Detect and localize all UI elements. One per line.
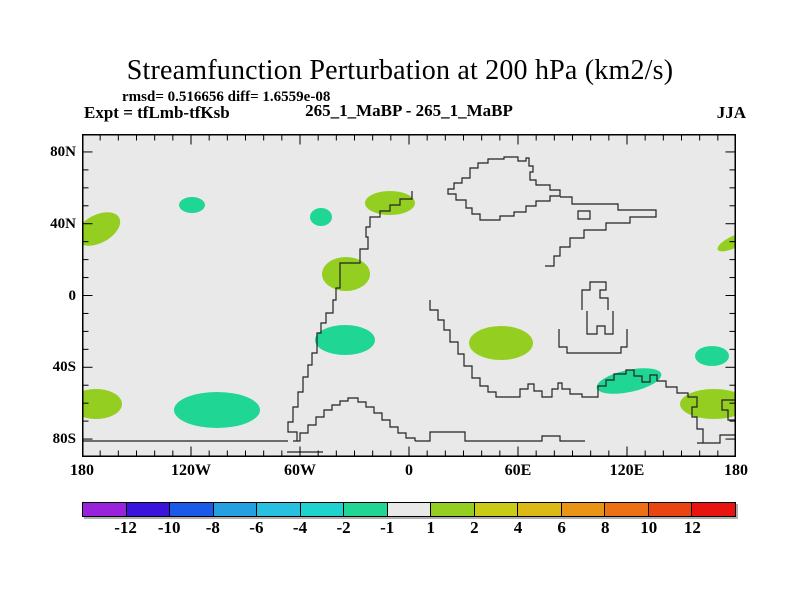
colorbar-tick-label: 6 bbox=[557, 518, 566, 537]
stats-line: rmsd= 0.516656 diff= 1.6559e-08 bbox=[122, 89, 331, 105]
y-axis-tick-label: 80N bbox=[50, 144, 76, 160]
colorbar-segment bbox=[604, 502, 649, 517]
colorbar bbox=[82, 502, 736, 517]
x-axis-tick-label: 180 bbox=[724, 462, 748, 479]
coastline-path bbox=[415, 431, 585, 442]
comparison-label: 265_1_MaBP - 265_1_MaBP bbox=[305, 101, 513, 120]
coastline-path bbox=[287, 191, 413, 441]
colorbar-segment bbox=[82, 502, 127, 517]
colorbar-segment bbox=[256, 502, 301, 517]
map-svg bbox=[82, 134, 736, 457]
coastline-path bbox=[293, 397, 416, 442]
anomaly-blob bbox=[322, 257, 370, 291]
colorbar-tick-label: 12 bbox=[683, 518, 701, 537]
coastline-path bbox=[586, 311, 614, 335]
coastline-path bbox=[697, 434, 736, 444]
colorbar-tick-label: 8 bbox=[600, 518, 610, 537]
coastline-path bbox=[577, 210, 591, 220]
x-axis-tick-label: 180 bbox=[70, 462, 94, 479]
coastline-path bbox=[447, 156, 561, 221]
y-axis-tick-label: 40N bbox=[50, 216, 76, 232]
colorbar-segment bbox=[691, 502, 736, 517]
colorbar-tick-label: -8 bbox=[205, 518, 220, 537]
plot-title: Streamfunction Perturbation at 200 hPa (… bbox=[126, 55, 674, 86]
y-axis-tick-label: 0 bbox=[68, 287, 77, 304]
colorbar-segment bbox=[560, 502, 606, 517]
anomaly-blob bbox=[82, 389, 122, 419]
colorbar-tick-label: 1 bbox=[426, 518, 436, 537]
colorbar-tick-label: -6 bbox=[249, 518, 264, 537]
colorbar-segment bbox=[386, 502, 432, 517]
y-axis-tick-label: 80S bbox=[52, 431, 76, 447]
colorbar-tick-label: -2 bbox=[336, 518, 351, 537]
anomaly-blob bbox=[695, 346, 729, 366]
anomaly-blob bbox=[596, 368, 662, 394]
experiment-label: Expt = tfLmb-tfKsb bbox=[84, 103, 230, 122]
colorbar-tick-label: -4 bbox=[292, 518, 308, 537]
y-axis-tick-label: 40S bbox=[52, 359, 76, 375]
map-frame bbox=[82, 134, 736, 457]
colorbar-tick-label: -12 bbox=[114, 518, 137, 537]
coastline-path bbox=[545, 196, 657, 267]
colorbar-segment bbox=[343, 502, 388, 517]
colorbar-segment bbox=[430, 502, 475, 517]
anomaly-blob bbox=[365, 191, 415, 215]
season-label: JJA bbox=[716, 103, 746, 122]
coastline-path bbox=[558, 329, 628, 354]
x-axis-tick-label: 120E bbox=[609, 462, 645, 479]
anomaly-blob bbox=[469, 326, 533, 360]
colorbar-tick-label: 2 bbox=[470, 518, 479, 537]
x-axis-tick-label: 60W bbox=[284, 462, 316, 479]
map-plot-area bbox=[82, 134, 736, 457]
anomaly-blob bbox=[310, 208, 332, 226]
coastline-path bbox=[721, 399, 736, 421]
colorbar-segment bbox=[125, 502, 171, 517]
coastline-path bbox=[429, 300, 704, 443]
colorbar-segment bbox=[473, 502, 519, 517]
colorbar-segment bbox=[212, 502, 258, 517]
anomaly-blob bbox=[174, 392, 260, 428]
x-axis-tick-label: 0 bbox=[405, 462, 413, 479]
colorbar-tick-label: 10 bbox=[640, 518, 658, 537]
colorbar-segment bbox=[299, 502, 345, 517]
colorbar-segment bbox=[647, 502, 693, 517]
anomaly-blob bbox=[315, 325, 375, 355]
colorbar-tick-label: 4 bbox=[513, 518, 523, 537]
colorbar-segment bbox=[517, 502, 562, 517]
colorbar-segment bbox=[169, 502, 214, 517]
x-axis-tick-label: 120W bbox=[171, 462, 211, 479]
colorbar-tick-label: -1 bbox=[380, 518, 395, 537]
anomaly-blob bbox=[82, 212, 121, 246]
x-axis-tick-label: 60E bbox=[504, 462, 532, 479]
anomaly-blob bbox=[179, 197, 205, 213]
coastline-path bbox=[581, 281, 609, 310]
colorbar-tick-label: -10 bbox=[157, 518, 181, 537]
